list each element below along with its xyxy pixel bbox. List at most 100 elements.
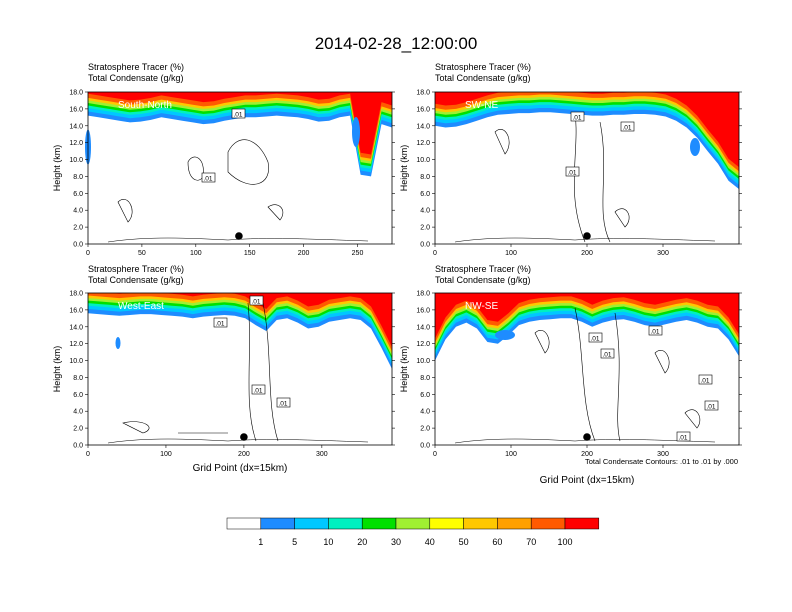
contour-label: .01 xyxy=(251,299,260,306)
x-tick-label: 200 xyxy=(298,250,310,257)
contour-label-box xyxy=(698,374,713,385)
contour-label-box xyxy=(249,295,264,306)
y-tick-label: 2.0 xyxy=(73,426,83,433)
y-tick-label: 12.0 xyxy=(416,341,430,348)
panel-label: West-East xyxy=(118,301,164,312)
colorbar-label: 10 xyxy=(323,537,333,547)
y-tick-label: 2.0 xyxy=(420,426,430,433)
panel-sw-ne: Stratosphere Tracer (%) Total Condensate… xyxy=(399,62,742,257)
colorbar-swatch xyxy=(530,517,566,530)
panel-ylabel: Height (km) xyxy=(399,145,409,192)
contour-label: .01 xyxy=(650,329,659,336)
location-marker xyxy=(240,433,248,441)
colorbar-swatch xyxy=(226,517,262,530)
panel-ylabel: Height (km) xyxy=(52,346,62,393)
panel-title-line-2: Total Condensate (g/kg) xyxy=(88,275,184,285)
condensate-contour xyxy=(614,208,630,228)
contour-label: .01 xyxy=(700,378,709,385)
y-tick-label: 6.0 xyxy=(420,392,430,399)
tracer-band xyxy=(435,293,739,339)
contour-label: .01 xyxy=(253,388,262,395)
y-tick-label: 16.0 xyxy=(69,106,83,113)
y-tick-label: 18.0 xyxy=(416,291,430,298)
tracer-blob xyxy=(115,337,121,349)
colorbar-swatch xyxy=(260,517,295,530)
y-tick-label: 16.0 xyxy=(416,307,430,314)
contour-label: .01 xyxy=(233,112,242,119)
colorbar-label: 1 xyxy=(258,537,263,547)
y-tick-label: 4.0 xyxy=(73,409,83,416)
x-tick-label: 0 xyxy=(433,250,437,257)
y-tick-label: 4.0 xyxy=(420,208,430,215)
colorbar-swatch xyxy=(294,517,329,530)
condensate-contour xyxy=(122,421,150,434)
condensate-contour xyxy=(117,199,133,223)
tracer-blob xyxy=(495,330,515,340)
y-tick-label: 14.0 xyxy=(416,123,430,130)
condensate-contour xyxy=(107,237,369,243)
panel-title-line-2: Total Condensate (g/kg) xyxy=(88,73,184,83)
x-tick-label: 100 xyxy=(505,250,517,257)
panel-title-line-1: Stratosphere Tracer (%) xyxy=(435,264,531,274)
panel-label: SW-NE xyxy=(465,100,498,111)
tracer-band xyxy=(88,293,392,347)
y-tick-label: 8.0 xyxy=(73,174,83,181)
y-tick-label: 16.0 xyxy=(416,106,430,113)
tracer-band xyxy=(88,92,392,169)
y-tick-label: 18.0 xyxy=(69,291,83,298)
y-tick-label: 12.0 xyxy=(69,341,83,348)
panel-ylabel: Height (km) xyxy=(399,346,409,393)
x-tick-label: 0 xyxy=(433,451,437,458)
contour-label-box xyxy=(213,317,228,328)
y-tick-label: 2.0 xyxy=(73,225,83,232)
y-tick-label: 6.0 xyxy=(73,191,83,198)
location-marker xyxy=(235,232,243,240)
y-tick-label: 0.0 xyxy=(73,443,83,450)
condensate-contour xyxy=(684,409,701,429)
y-tick-label: 6.0 xyxy=(73,392,83,399)
y-tick-label: 2.0 xyxy=(420,225,430,232)
contour-label-box xyxy=(201,172,216,183)
y-tick-label: 0.0 xyxy=(420,443,430,450)
y-tick-label: 0.0 xyxy=(420,242,430,249)
y-tick-label: 4.0 xyxy=(73,208,83,215)
contour-label-box xyxy=(276,397,291,408)
x-tick-label: 300 xyxy=(657,451,669,458)
y-tick-label: 8.0 xyxy=(73,375,83,382)
contour-note: Total Condensate Contours: .01 to .01 by… xyxy=(585,457,738,466)
panel-xlabel: Grid Point (dx=15km) xyxy=(193,463,288,474)
panel-title-line-1: Stratosphere Tracer (%) xyxy=(88,264,184,274)
location-marker xyxy=(583,433,591,441)
contour-label-box xyxy=(704,400,719,411)
panel-title-line-2: Total Condensate (g/kg) xyxy=(435,275,531,285)
colorbar-swatch xyxy=(429,517,464,530)
panel-title-line-1: Stratosphere Tracer (%) xyxy=(88,62,184,72)
panel-title-line-2: Total Condensate (g/kg) xyxy=(435,73,531,83)
y-tick-label: 12.0 xyxy=(416,140,430,147)
y-tick-label: 14.0 xyxy=(69,123,83,130)
tracer-band xyxy=(435,92,739,168)
contour-label: .01 xyxy=(678,435,687,442)
y-tick-label: 10.0 xyxy=(416,157,430,164)
y-tick-label: 12.0 xyxy=(69,140,83,147)
plot-frame xyxy=(87,91,393,245)
condensate-contour xyxy=(454,438,716,444)
panel-xlabel: Grid Point (dx=15km) xyxy=(540,475,635,486)
condensate-contour xyxy=(534,330,550,354)
condensate-contour xyxy=(107,438,369,444)
colorbar-label: 70 xyxy=(526,537,536,547)
contour-label: .01 xyxy=(215,321,224,328)
x-tick-label: 200 xyxy=(581,250,593,257)
colorbar-swatch xyxy=(564,517,600,530)
panel-label: NW-SE xyxy=(465,301,498,312)
condensate-contour xyxy=(454,237,716,243)
contour-label: .01 xyxy=(706,404,715,411)
y-tick-label: 6.0 xyxy=(420,191,430,198)
contour-label-box xyxy=(620,121,635,132)
y-tick-label: 8.0 xyxy=(420,174,430,181)
x-tick-label: 0 xyxy=(86,451,90,458)
x-tick-label: 100 xyxy=(190,250,202,257)
x-tick-label: 100 xyxy=(160,451,172,458)
y-tick-label: 8.0 xyxy=(420,375,430,382)
